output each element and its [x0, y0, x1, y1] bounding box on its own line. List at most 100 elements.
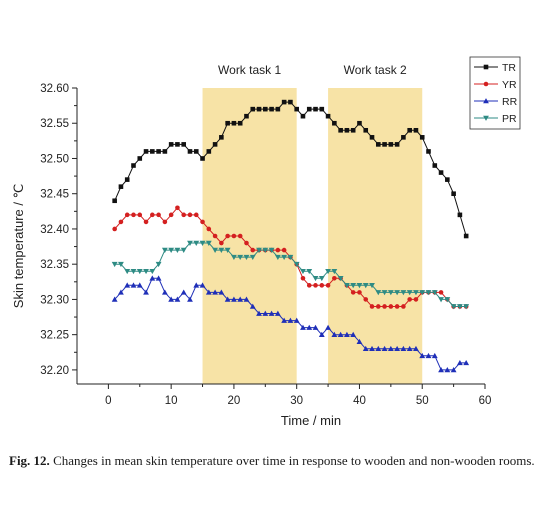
series-rr-point: [362, 345, 369, 352]
x-tick-label: 10: [165, 395, 178, 407]
series-rr-point: [344, 331, 350, 337]
series-yr-point: [112, 226, 117, 232]
series-yr-point: [168, 212, 174, 218]
series-pr-point: [375, 290, 382, 296]
series-pr-point: [400, 290, 407, 296]
series-rr-point: [249, 303, 256, 309]
y-tick-label: 32.60: [40, 83, 69, 95]
series-tr-point: [313, 106, 318, 112]
series-pr-point: [350, 283, 357, 289]
series-rr-point: [187, 296, 193, 302]
series-yr-point: [244, 240, 249, 246]
series-pr-point: [293, 261, 300, 268]
legend-rr-label: RR: [502, 96, 518, 108]
series-pr-point: [130, 268, 137, 275]
series-pr-point: [306, 268, 313, 275]
series-rr-point: [124, 282, 131, 288]
legend-rr-marker: [483, 98, 489, 104]
series-pr-point: [325, 268, 331, 275]
series-yr-point: [143, 219, 149, 225]
series-rr-point: [425, 352, 432, 359]
x-tick-label: 60: [479, 395, 492, 407]
series-tr-point: [244, 113, 249, 119]
series-pr-point: [431, 290, 438, 296]
series-rr-point: [180, 289, 187, 295]
series-tr-point: [332, 120, 337, 126]
series-rr-point: [387, 345, 394, 352]
series-tr-point: [237, 120, 243, 126]
series-yr-point: [250, 247, 256, 253]
series-yr-point: [219, 240, 224, 246]
series-rr-point: [337, 331, 344, 337]
series-tr-point: [156, 149, 161, 154]
series-rr-point: [287, 317, 294, 323]
series-rr-point: [130, 282, 137, 288]
series-yr-point: [332, 275, 337, 281]
skin-temperature-chart: Work task 1 Work task 2 32.2032.2532.3032…: [11, 56, 521, 428]
series-pr-point: [387, 290, 394, 296]
series-tr-point: [263, 106, 268, 112]
series-tr-point: [382, 142, 387, 147]
legend: TR YR RR PR: [469, 56, 521, 130]
series-rr-point: [456, 359, 463, 366]
series-pr-point: [331, 268, 338, 275]
series-tr-point: [375, 142, 381, 147]
series-tr-point: [231, 120, 237, 126]
series-rr-point: [149, 275, 156, 281]
series-tr-point: [319, 106, 325, 112]
series-pr-point: [205, 240, 212, 246]
series-yr-point: [319, 283, 325, 288]
series-rr-point: [431, 352, 438, 359]
x-tick-label: 0: [105, 395, 111, 407]
series-tr-point: [357, 120, 362, 126]
series-rr-point: [256, 310, 262, 316]
series-tr-point: [350, 127, 356, 133]
series-pr-point: [199, 240, 206, 246]
series-rr-point: [438, 367, 444, 373]
axes: 32.20 32.25 32.30 32.35 32.40 32.45 32.50 32.55…: [11, 83, 491, 428]
series-tr-point: [457, 212, 463, 218]
y-tick-label: 32.25: [40, 330, 69, 342]
series-yr-point: [193, 212, 199, 218]
figure-caption: Fig. 12. Changes in mean skin temperatur…: [9, 452, 539, 470]
y-tick-label: 32.45: [40, 189, 69, 201]
series-pr-point: [444, 297, 451, 303]
series-yr-point: [137, 212, 143, 218]
legend-pr-label: PR: [502, 113, 517, 125]
series-tr-point: [219, 135, 224, 140]
series-pr-point: [438, 297, 444, 303]
series-rr-point: [356, 338, 363, 345]
series-rr-point: [268, 310, 275, 316]
series-pr-point: [419, 290, 426, 296]
series-rr-point: [118, 289, 124, 295]
series-rr-point: [381, 345, 388, 352]
series-tr-point: [112, 198, 117, 204]
series-yr-point: [156, 212, 161, 218]
series-tr-point: [193, 149, 199, 154]
series-yr-point: [375, 304, 381, 309]
series-pr-point: [237, 254, 244, 261]
series-pr-point: [362, 283, 369, 289]
series-tr-point: [344, 127, 350, 133]
series-yr-point: [187, 212, 193, 218]
series-rr-point: [419, 352, 426, 359]
series-tr-point: [250, 106, 256, 112]
series-yr-point: [394, 304, 400, 309]
series-pr-point: [212, 247, 218, 253]
series-pr-point: [337, 275, 344, 282]
series-pr-point: [274, 254, 281, 261]
series-pr-point: [381, 290, 388, 296]
legend-tr-marker: [483, 64, 489, 70]
series-pr-point: [124, 268, 131, 275]
series-pr-point: [249, 254, 256, 261]
series-yr-point: [231, 233, 237, 239]
series-rr-point: [394, 345, 401, 352]
series-rr-point: [218, 289, 225, 295]
series-tr-point: [306, 106, 312, 112]
series-tr-point: [363, 127, 369, 133]
series-pr-point: [231, 254, 237, 261]
series-tr-point: [269, 106, 274, 112]
work-task-2-label: Work task 2: [344, 63, 407, 77]
series-yr-point: [118, 219, 124, 225]
series-yr-point: [131, 212, 136, 218]
